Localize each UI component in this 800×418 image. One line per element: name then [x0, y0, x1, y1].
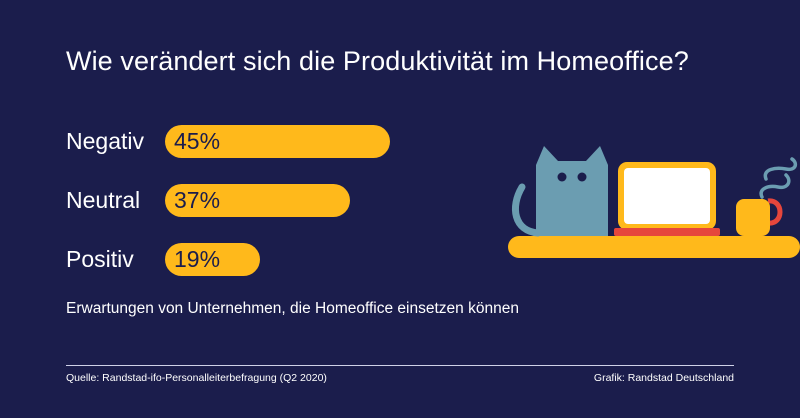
bar-value-label: 37%	[174, 187, 221, 213]
chart-title: Wie verändert sich die Produktivität im …	[66, 46, 689, 76]
credit-note: Grafik: Randstad Deutschland	[593, 372, 734, 384]
source-note: Quelle: Randstad-ifo-Personalleiterbefra…	[66, 372, 327, 384]
bar-value-label: 45%	[174, 128, 221, 154]
cat-icon	[511, 146, 608, 237]
chart-subtitle: Erwartungen von Unternehmen, die Homeoff…	[66, 300, 519, 317]
category-label: Neutral	[66, 187, 141, 213]
bar	[165, 184, 350, 217]
laptop-icon	[614, 162, 720, 236]
footer-divider	[66, 365, 734, 366]
bar	[165, 243, 260, 276]
category-label: Positiv	[66, 246, 134, 272]
bar-value-label: 19%	[174, 246, 221, 272]
home-office-illustration	[508, 146, 800, 258]
bar	[165, 125, 390, 158]
shelf-icon	[508, 236, 800, 258]
category-label: Negativ	[66, 128, 144, 154]
coffee-mug-icon	[736, 157, 798, 236]
